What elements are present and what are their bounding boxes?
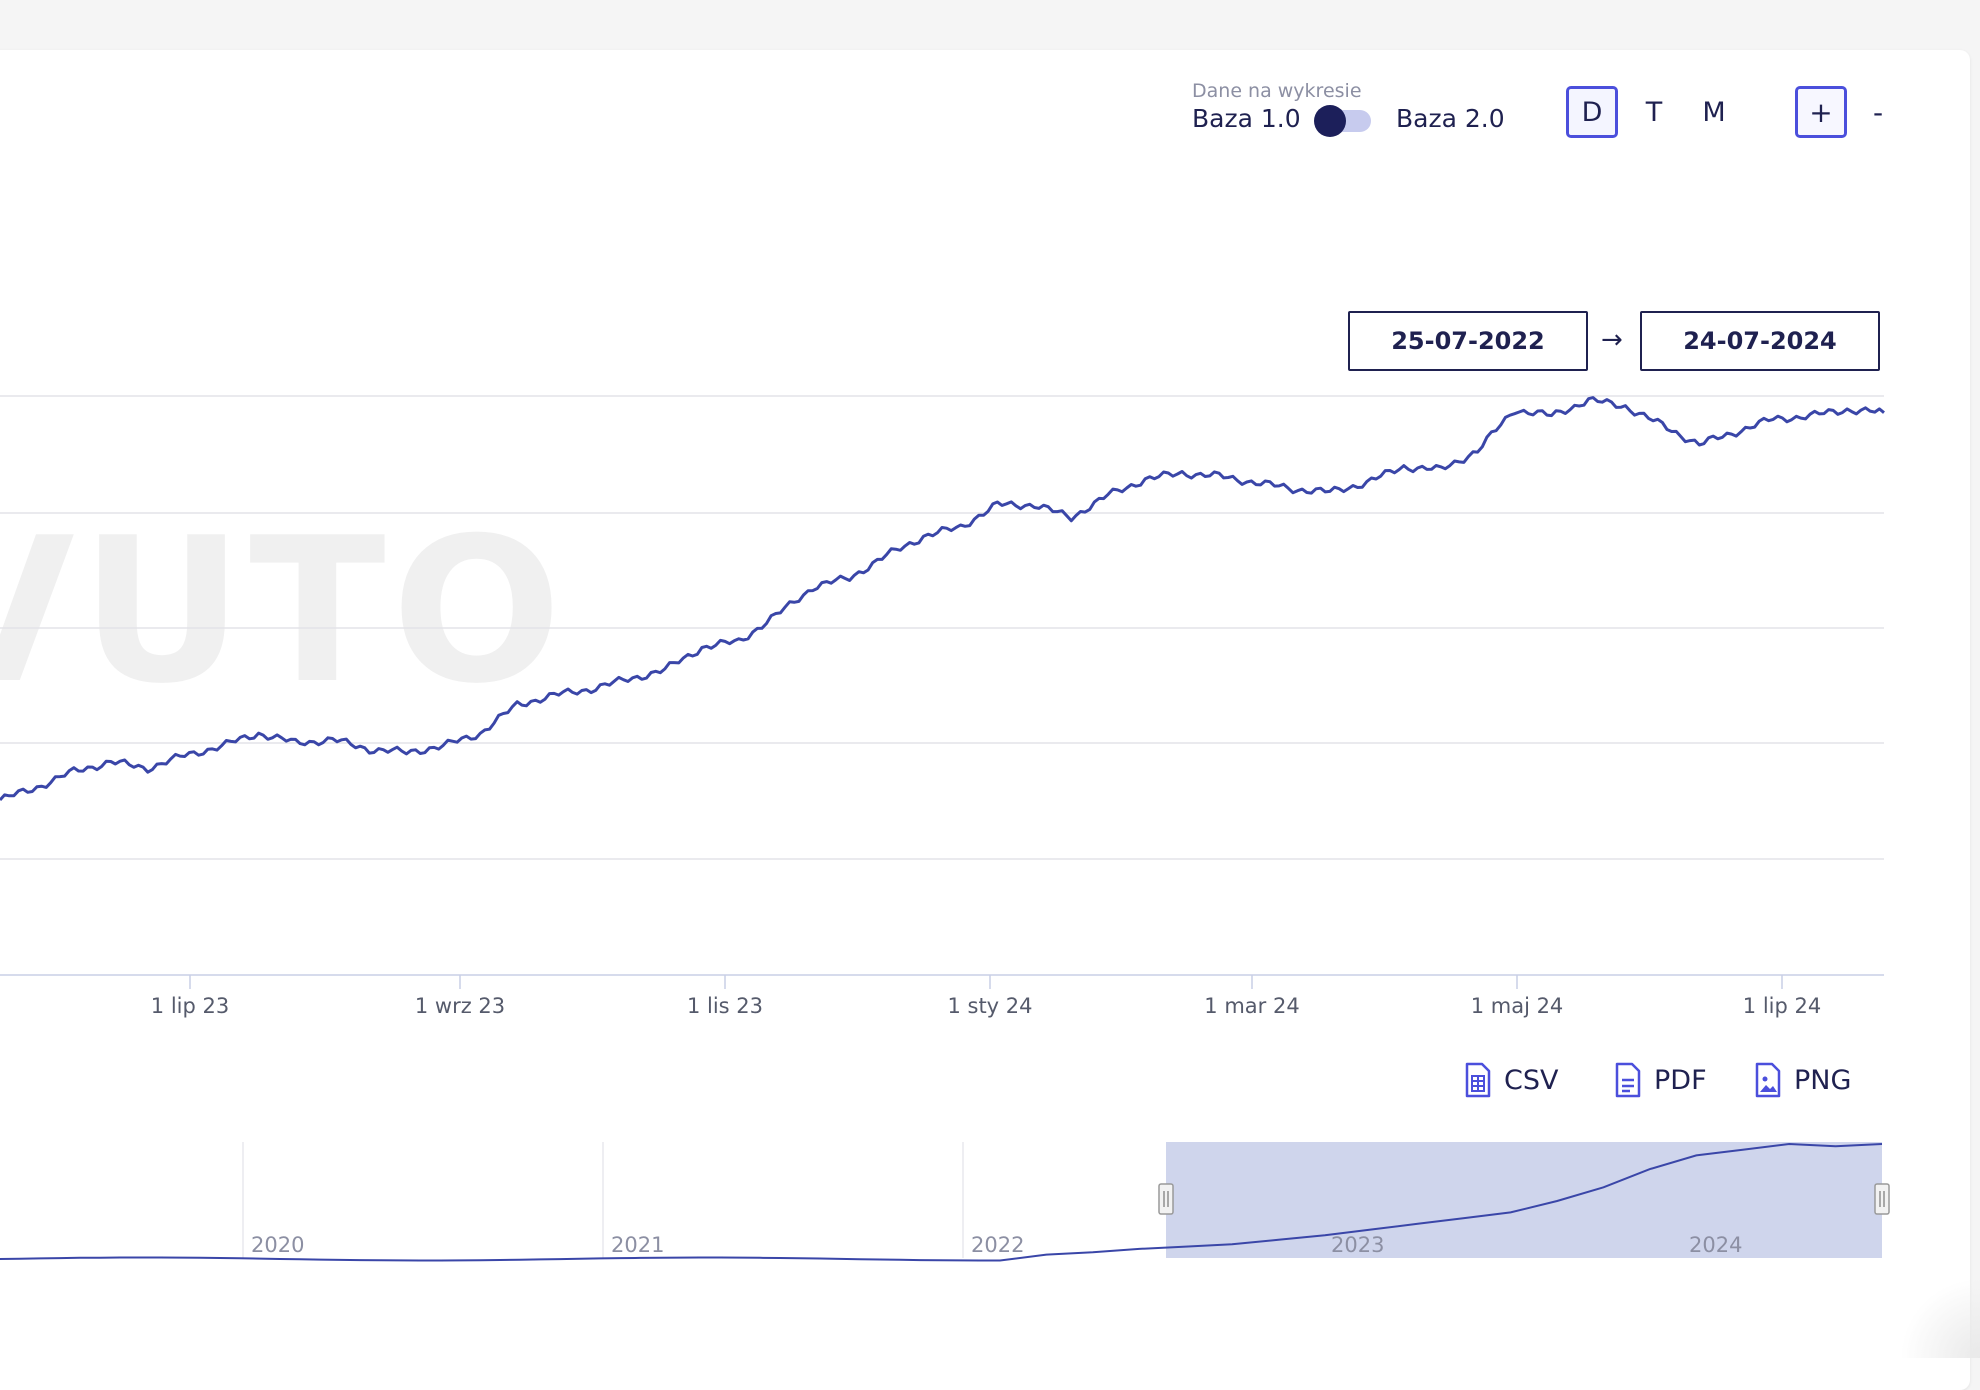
export-pdf-label: PDF	[1654, 1064, 1707, 1096]
navigator-year-label: 2023	[1331, 1233, 1384, 1257]
image-file-icon	[1755, 1062, 1781, 1098]
export-png-button[interactable]: PNG	[1754, 1060, 1851, 1100]
period-button-t[interactable]: T	[1628, 86, 1680, 138]
option-baza-1[interactable]: Baza 1.0	[1192, 104, 1301, 133]
csv-file-icon	[1465, 1062, 1491, 1098]
export-csv-button[interactable]: CSV	[1464, 1060, 1558, 1100]
zoom-out-button[interactable]: -	[1872, 95, 1884, 129]
navigator-handle-right[interactable]	[1874, 1183, 1890, 1215]
export-png-label: PNG	[1794, 1064, 1852, 1096]
zoom-in-button[interactable]: +	[1795, 86, 1847, 138]
series-line	[0, 396, 1885, 802]
x-tick-label: 1 lip 24	[1743, 994, 1821, 1018]
export-csv-label: CSV	[1504, 1064, 1559, 1096]
dataset-toggle[interactable]	[1314, 105, 1371, 137]
date-from-input[interactable]: 25-07-2022	[1348, 311, 1588, 371]
option-baza-2[interactable]: Baza 2.0	[1396, 104, 1505, 133]
navigator-series-line	[0, 1142, 1883, 1262]
export-pdf-button[interactable]: PDF	[1614, 1060, 1707, 1100]
x-tick-label: 1 maj 24	[1471, 994, 1564, 1018]
period-button-m[interactable]: M	[1688, 86, 1740, 138]
navigator-year-labels: 2020 2021 2022 2023 2024	[251, 1233, 1742, 1257]
range-navigator[interactable]: 2020 2021 2022 2023 2024	[0, 1140, 1890, 1270]
date-to-input[interactable]: 24-07-2024	[1640, 311, 1880, 371]
navigator-year-label: 2024	[1689, 1233, 1742, 1257]
navigator-handles	[1158, 1183, 1890, 1215]
x-axis-ticks: 1 lip 23 1 wrz 23 1 lis 23 1 sty 24 1 mar 24…	[151, 975, 1821, 1018]
x-tick-label: 1 lip 23	[151, 994, 229, 1018]
navigator-year-label: 2020	[251, 1233, 304, 1257]
x-tick-label: 1 sty 24	[947, 994, 1032, 1018]
navigator-year-label: 2022	[971, 1233, 1024, 1257]
main-line-chart[interactable]: 1 lip 23 1 wrz 23 1 lis 23 1 sty 24 1 mar 24…	[0, 380, 1890, 1020]
x-tick-label: 1 mar 24	[1204, 994, 1299, 1018]
toggle-knob	[1314, 105, 1346, 137]
pdf-file-icon	[1615, 1062, 1641, 1098]
dataset-label: Dane na wykresie	[1192, 80, 1362, 102]
navigator-handle-left[interactable]	[1158, 1183, 1174, 1215]
watermark: VUTO	[0, 495, 568, 728]
navigator-year-label: 2021	[611, 1233, 664, 1257]
period-button-d[interactable]: D	[1566, 86, 1618, 138]
x-tick-label: 1 lis 23	[687, 994, 763, 1018]
date-arrow: →	[1601, 325, 1623, 355]
grid-lines	[0, 395, 1884, 860]
corner-shadow	[1900, 1278, 1980, 1358]
x-tick-label: 1 wrz 23	[415, 994, 505, 1018]
